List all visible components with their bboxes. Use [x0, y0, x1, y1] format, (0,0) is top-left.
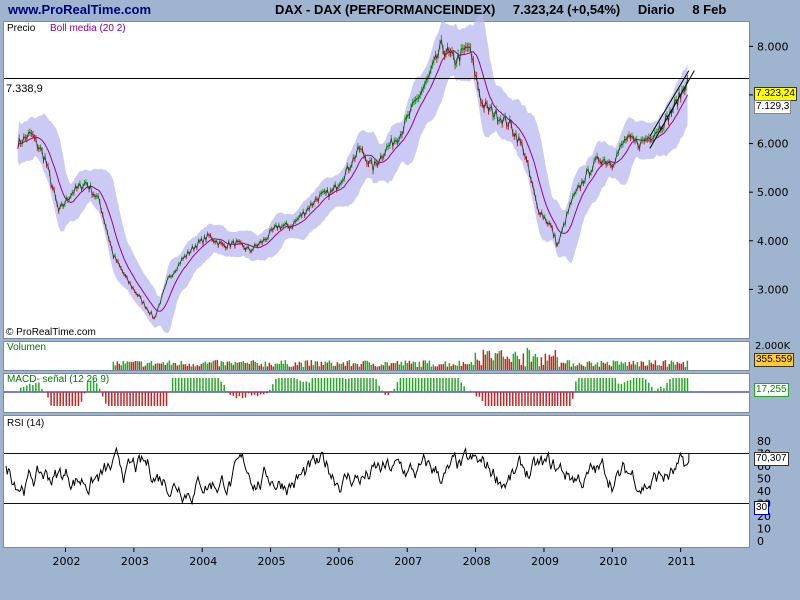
bollinger-label: Boll media (20 2) [50, 23, 126, 34]
time-tick-label: 2002 [53, 555, 81, 568]
level-label: 7.338,9 [6, 83, 43, 95]
site-title[interactable]: www.ProRealTime.com [8, 2, 152, 17]
time-tick-label: 2011 [668, 555, 696, 568]
secondary-price-box: 7.129,3 [754, 100, 792, 114]
time-tick-label: 2006 [326, 555, 354, 568]
price-tick-label: 6.000 [757, 138, 789, 151]
price-tick-label: 8.000 [757, 40, 789, 53]
bollinger-middle-line [17, 49, 688, 312]
time-tick-label: 2003 [121, 555, 149, 568]
header-bar [0, 0, 800, 20]
time-tick-label: 2010 [599, 555, 627, 568]
price-line [17, 39, 688, 319]
rsi-tick-label: 10 [757, 523, 771, 536]
price-tick-label: 4.000 [757, 235, 789, 248]
time-tick-label: 2007 [394, 555, 422, 568]
trend-channel-upper [649, 70, 690, 137]
instrument-name: DAX - DAX (PERFORMANCEINDEX) [275, 2, 496, 17]
instrument-title: DAX - DAX (PERFORMANCEINDEX) 7.323,24 (+… [275, 2, 740, 17]
time-tick-label: 2009 [531, 555, 559, 568]
macd-panel-label: MACD- señal (12 26 9) [7, 374, 110, 385]
rsi-tick-label: 0 [757, 535, 764, 548]
watermark: © ProRealTime.com [6, 327, 96, 338]
volume-panel-label: Volumen [7, 342, 46, 353]
last-price-box: 7.323,24 [754, 87, 797, 101]
rsi-line [5, 446, 690, 506]
date-label: 8 Feb [692, 2, 727, 17]
macd-last-box: 17,255 [754, 383, 789, 397]
rsi-tick-label: 80 [757, 435, 771, 448]
rsi-level-box: 30 [754, 501, 770, 515]
bollinger-band [17, 13, 688, 334]
trend-channel-lower [649, 70, 695, 149]
time-tick-label: 2008 [463, 555, 491, 568]
rsi-tick-label: 50 [757, 473, 771, 486]
price-panel-label: Precio [7, 23, 36, 34]
rsi-panel[interactable] [3, 415, 750, 548]
last-price-change: 7.323,24 (+0,54%) [512, 2, 621, 17]
time-tick-label: 2004 [189, 555, 217, 568]
time-tick-label: 2005 [258, 555, 286, 568]
rsi-last-box: 70,307 [754, 452, 789, 466]
price-tick-label: 3.000 [757, 283, 789, 296]
price-tick-label: 5.000 [757, 186, 789, 199]
volume-axis-label: 2.000K [755, 341, 791, 352]
timeframe-label: Diario [637, 2, 675, 17]
volume-last-box: 355.559 [754, 353, 795, 367]
rsi-tick-label: 40 [757, 485, 771, 498]
rsi-panel-label: RSI (14) [7, 418, 45, 429]
